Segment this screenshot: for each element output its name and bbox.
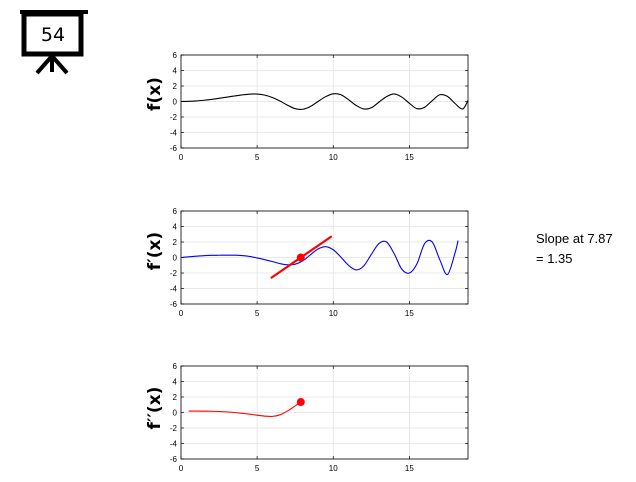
slope-annotation: Slope at 7.87 = 1.35	[536, 229, 613, 269]
y-tick-label: 2	[173, 238, 178, 247]
x-tick-label: 5	[255, 309, 260, 318]
x-tick-label: 0	[179, 309, 184, 318]
y-axis-label-f-double-prime: f′′(x)	[145, 387, 165, 430]
point-marker	[296, 398, 305, 407]
y-tick-label: -4	[170, 129, 178, 138]
x-tick-label: 0	[179, 464, 184, 473]
x-tick-label: 10	[329, 464, 338, 473]
x-tick-label: 15	[405, 464, 414, 473]
y-tick-label: -6	[170, 144, 178, 153]
slope-annotation-line1: Slope at 7.87	[536, 231, 613, 246]
x-tick-label: 0	[179, 153, 184, 162]
series-line	[180, 239, 459, 276]
y-tick-label: 0	[173, 409, 178, 418]
slope-annotation-line2: = 1.35	[536, 251, 573, 266]
y-tick-label: 6	[173, 362, 178, 371]
y-tick-label: 0	[173, 98, 178, 107]
y-tick-label: 0	[173, 254, 178, 263]
y-tick-label: 6	[173, 51, 178, 60]
y-tick-label: -6	[170, 300, 178, 309]
y-tick-label: -2	[170, 269, 178, 278]
y-tick-label: 4	[173, 223, 178, 232]
projector-screen-icon: 54	[20, 10, 88, 75]
plot-f-double-prime: f′′(x) -6 -4 -2 0 2 4 6 0 5 10 15	[145, 362, 469, 473]
y-tick-label: -6	[170, 455, 178, 464]
y-tick-label: -4	[170, 285, 178, 294]
y-tick-label: -2	[170, 424, 178, 433]
y-tick-label: 4	[173, 378, 178, 387]
slide-number: 54	[41, 24, 65, 46]
x-tick-label: 5	[255, 464, 260, 473]
y-tick-label: -4	[170, 440, 178, 449]
y-tick-label: 2	[173, 82, 178, 91]
stand-left-leg	[35, 54, 54, 75]
y-tick-label: 6	[173, 207, 178, 216]
y-tick-label: 4	[173, 67, 178, 76]
x-tick-label: 15	[405, 309, 414, 318]
x-tick-label: 10	[329, 153, 338, 162]
x-tick-label: 5	[255, 153, 260, 162]
y-tick-label: -2	[170, 113, 178, 122]
y-axis-label-f-prime: f′(x)	[145, 232, 165, 270]
stand-right-leg	[50, 54, 69, 75]
x-tick-label: 15	[405, 153, 414, 162]
x-tick-label: 10	[329, 309, 338, 318]
y-axis-label-f: f(x)	[145, 77, 165, 111]
point-marker	[296, 253, 305, 262]
plot-f: f(x) -6 -4 -2 0 2 4 6 0 5 10 15	[145, 51, 469, 162]
series-line	[188, 401, 302, 418]
series-line	[180, 93, 469, 110]
y-tick-label: 2	[173, 393, 178, 402]
plot-f-prime: f′(x) -6 -4 -2 0 2 4 6 0 5 10 15	[145, 207, 469, 318]
